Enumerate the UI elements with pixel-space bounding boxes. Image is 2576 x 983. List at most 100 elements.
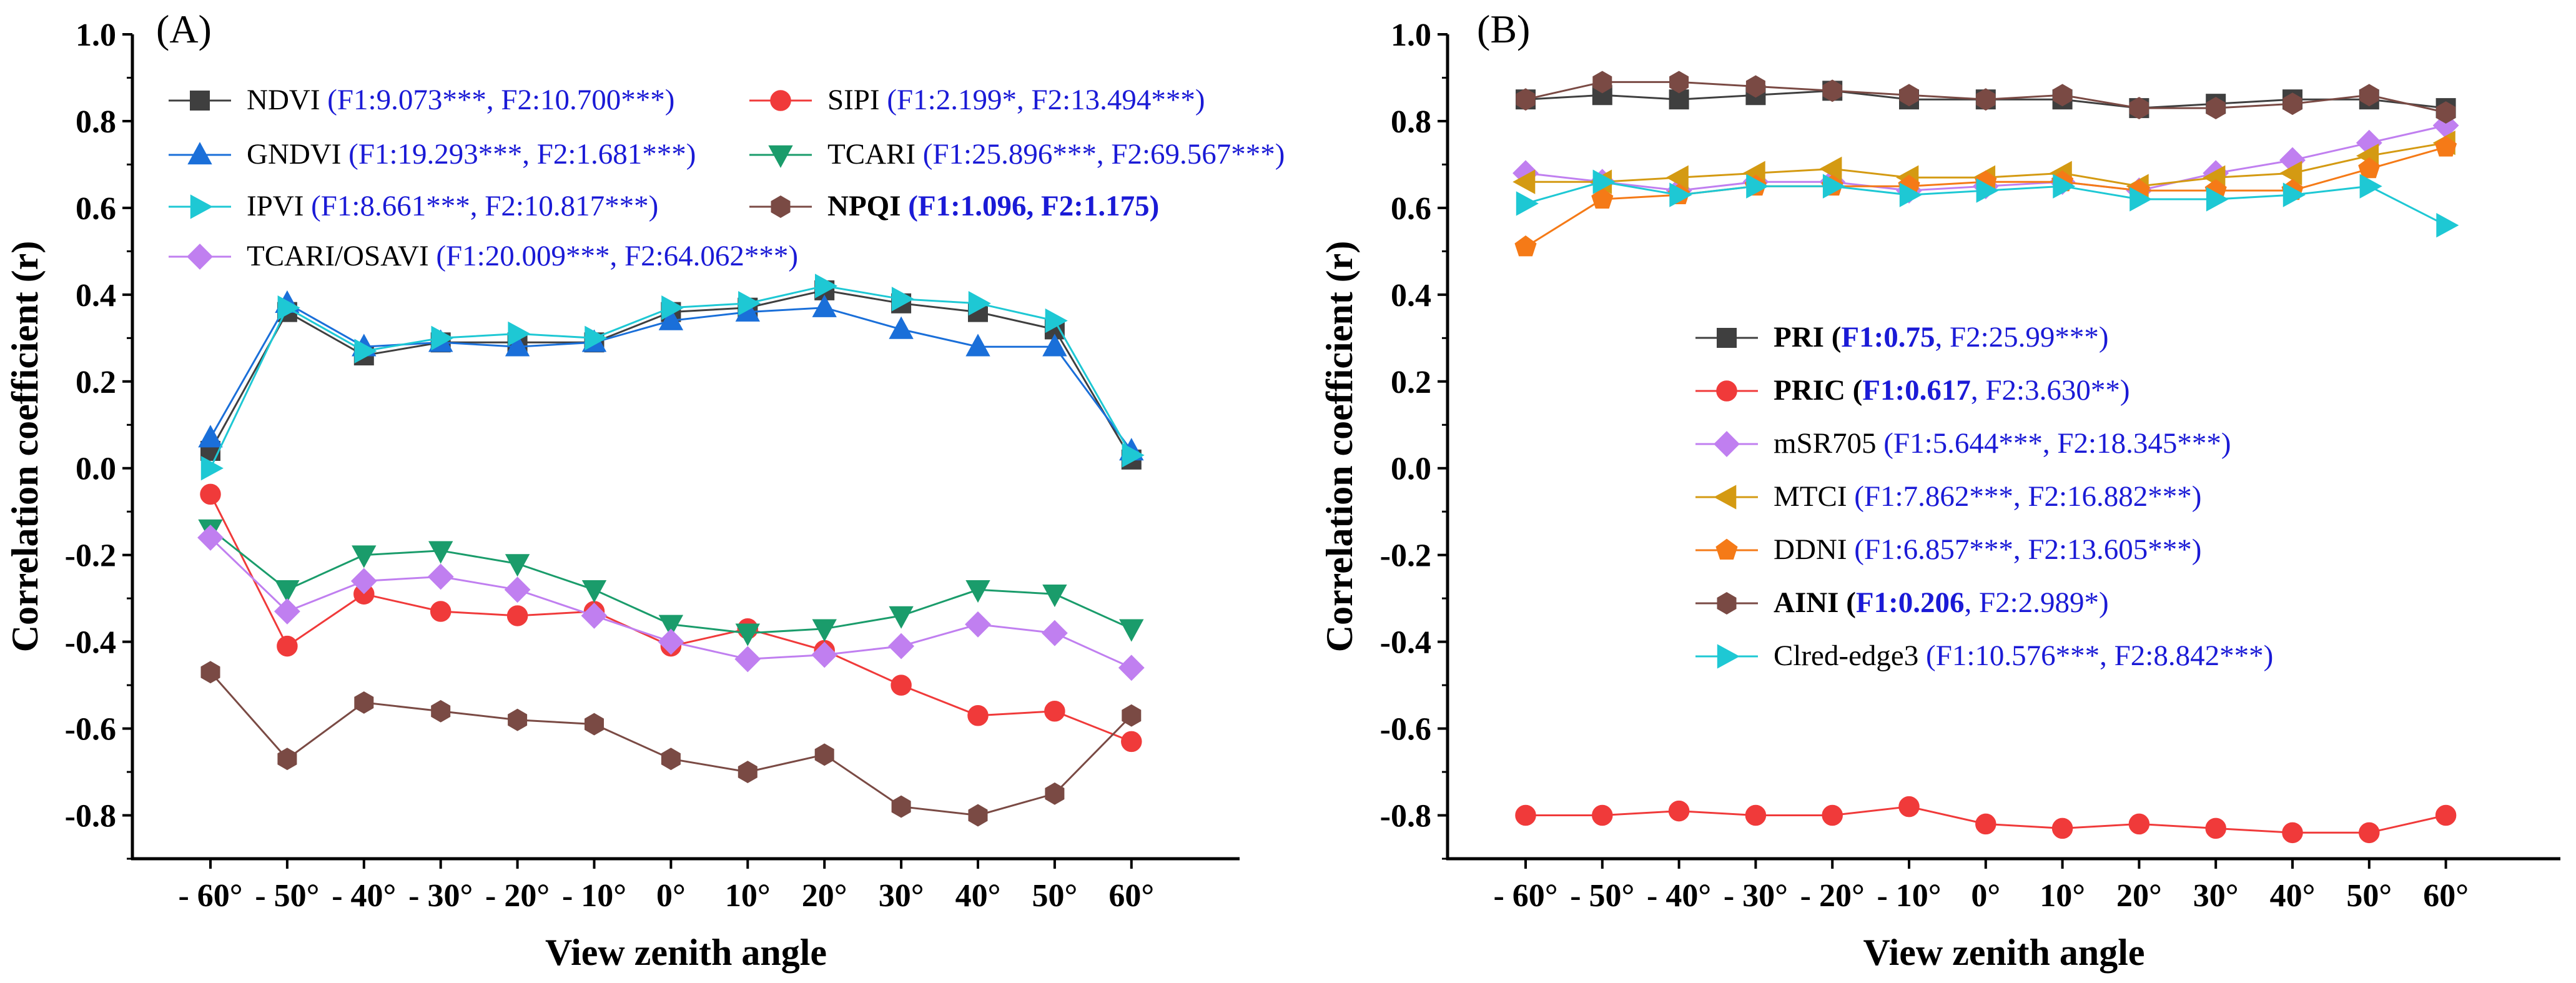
data-point [505,554,530,577]
data-point [1041,620,1068,646]
series-pric [1515,796,2457,844]
legend-entry: NPQI (F1:1.096, F2:1.175) [749,190,1159,222]
data-point [2053,84,2073,107]
data-point [658,307,684,330]
data-point [735,623,760,646]
x-tick-label: - 30° [408,878,473,914]
data-point [734,646,761,673]
data-point [968,291,991,316]
data-point [1819,156,1842,182]
x-tick-label: 50° [1032,878,1078,914]
legend-label: PRIC (F1:0.617, F2:3.630**) [1774,374,2130,407]
legend-label: AINI (F1:0.206, F2:2.989*) [1774,586,2109,619]
legend-entry: PRI (F1:0.75, F2:25.99***) [1695,321,2109,353]
x-tick-label: 10° [2040,878,2085,914]
data-point [506,605,528,626]
legend-marker [187,142,212,165]
data-point [658,628,684,655]
data-point [427,563,454,590]
legend-entry: NDVI (F1:9.073***, F2:10.700***) [169,84,674,116]
y-tick-label: 0.8 [1391,104,1431,140]
series-line [209,671,1132,817]
data-point [200,483,221,505]
data-point [2359,84,2379,107]
data-point [2206,187,2229,212]
data-point [1119,619,1144,642]
chart-panel-a: (A) 1.0 0.8 0.6 0.4 0.2 0.0 -0.2 -0.4 -0.6 -0.8 - 6… [4,7,1285,973]
x-axis-title: View zenith angle [1863,932,2144,973]
y-tick-label: -0.4 [65,625,116,661]
legend-marker [771,195,791,218]
x-tick-label: 10° [725,878,771,914]
x-tick-label: - 10° [562,878,626,914]
data-point [2129,187,2153,212]
legend-marker [190,91,210,111]
data-point [350,568,377,595]
panel-label: (A) [156,7,212,51]
data-point [1745,804,1767,826]
legend-entry: GNDVI (F1:19.293***, F2:1.681***) [169,138,696,170]
data-point [200,456,224,481]
data-point [2205,818,2226,839]
data-point [1746,174,1769,199]
data-point [277,295,300,320]
y-tick-label: 0.6 [76,191,116,227]
legend-label: TCARI/OSAVI (F1:20.009***, F2:64.062***) [247,240,798,272]
data-point [274,598,300,625]
data-point [1118,655,1145,681]
legend-entry: TCARI/OSAVI (F1:20.009***, F2:64.062***) [169,240,798,272]
legend-label: MTCI (F1:7.862***, F2:16.882***) [1774,480,2201,513]
data-point [198,425,223,448]
data-point [889,316,914,339]
y-tick-label: 0.4 [1391,278,1431,314]
legend-entry: TCARI (F1:25.896***, F2:69.567***) [749,138,1285,170]
series-clred-edge3 [1516,169,2459,238]
y-tick-label: -0.4 [1380,625,1431,661]
data-point [2359,822,2380,844]
data-point [2053,174,2076,199]
legend-marker [1716,380,1737,402]
data-point [1042,585,1067,608]
data-point [585,325,608,350]
data-point [812,294,837,317]
data-point [581,602,608,629]
data-point [1592,71,1612,94]
data-point [2358,157,2381,179]
x-tick-label: 60° [2423,878,2469,914]
legend-marker [1717,644,1740,669]
x-tick-label: - 40° [1647,878,1711,914]
y-tick-label: 0.2 [76,365,116,400]
y-tick-label: 0.2 [1391,365,1431,400]
legend-label: DDNI (F1:6.857***, F2:13.605***) [1774,533,2201,566]
x-tick-label: 60° [1108,878,1154,914]
data-point [581,580,607,603]
x-tick-label: 30° [2193,878,2239,914]
x-tick-label: 0° [656,878,686,914]
data-point [2128,813,2150,835]
data-point [277,748,297,771]
data-point [811,641,838,668]
data-point [1042,333,1067,357]
data-point [508,321,531,347]
data-point [1513,169,1536,194]
legend-entry: IPVI (F1:8.661***, F2:10.817***) [169,190,658,222]
data-point [1122,443,1145,468]
x-tick-label: 20° [2116,878,2162,914]
x-tick-label: - 50° [1570,878,1634,914]
data-point [1591,187,1614,209]
y-tick-label: 0.0 [76,452,116,487]
data-point [1898,796,1920,818]
data-point [1669,182,1692,207]
y-tick-label: 1.0 [76,17,116,53]
legend-marker [770,90,791,111]
legend-entry: SIPI (F1:2.199*, F2:13.494***) [749,84,1205,116]
data-point [891,795,911,818]
y-tick-label: 0.0 [1391,452,1431,487]
legend: NDVI (F1:9.073***, F2:10.700***) SIPI (F1… [169,84,1285,272]
x-tick-label: 30° [879,878,924,914]
data-point [431,699,451,723]
data-point [2436,101,2456,124]
data-point [1666,165,1689,190]
data-point [738,761,758,784]
